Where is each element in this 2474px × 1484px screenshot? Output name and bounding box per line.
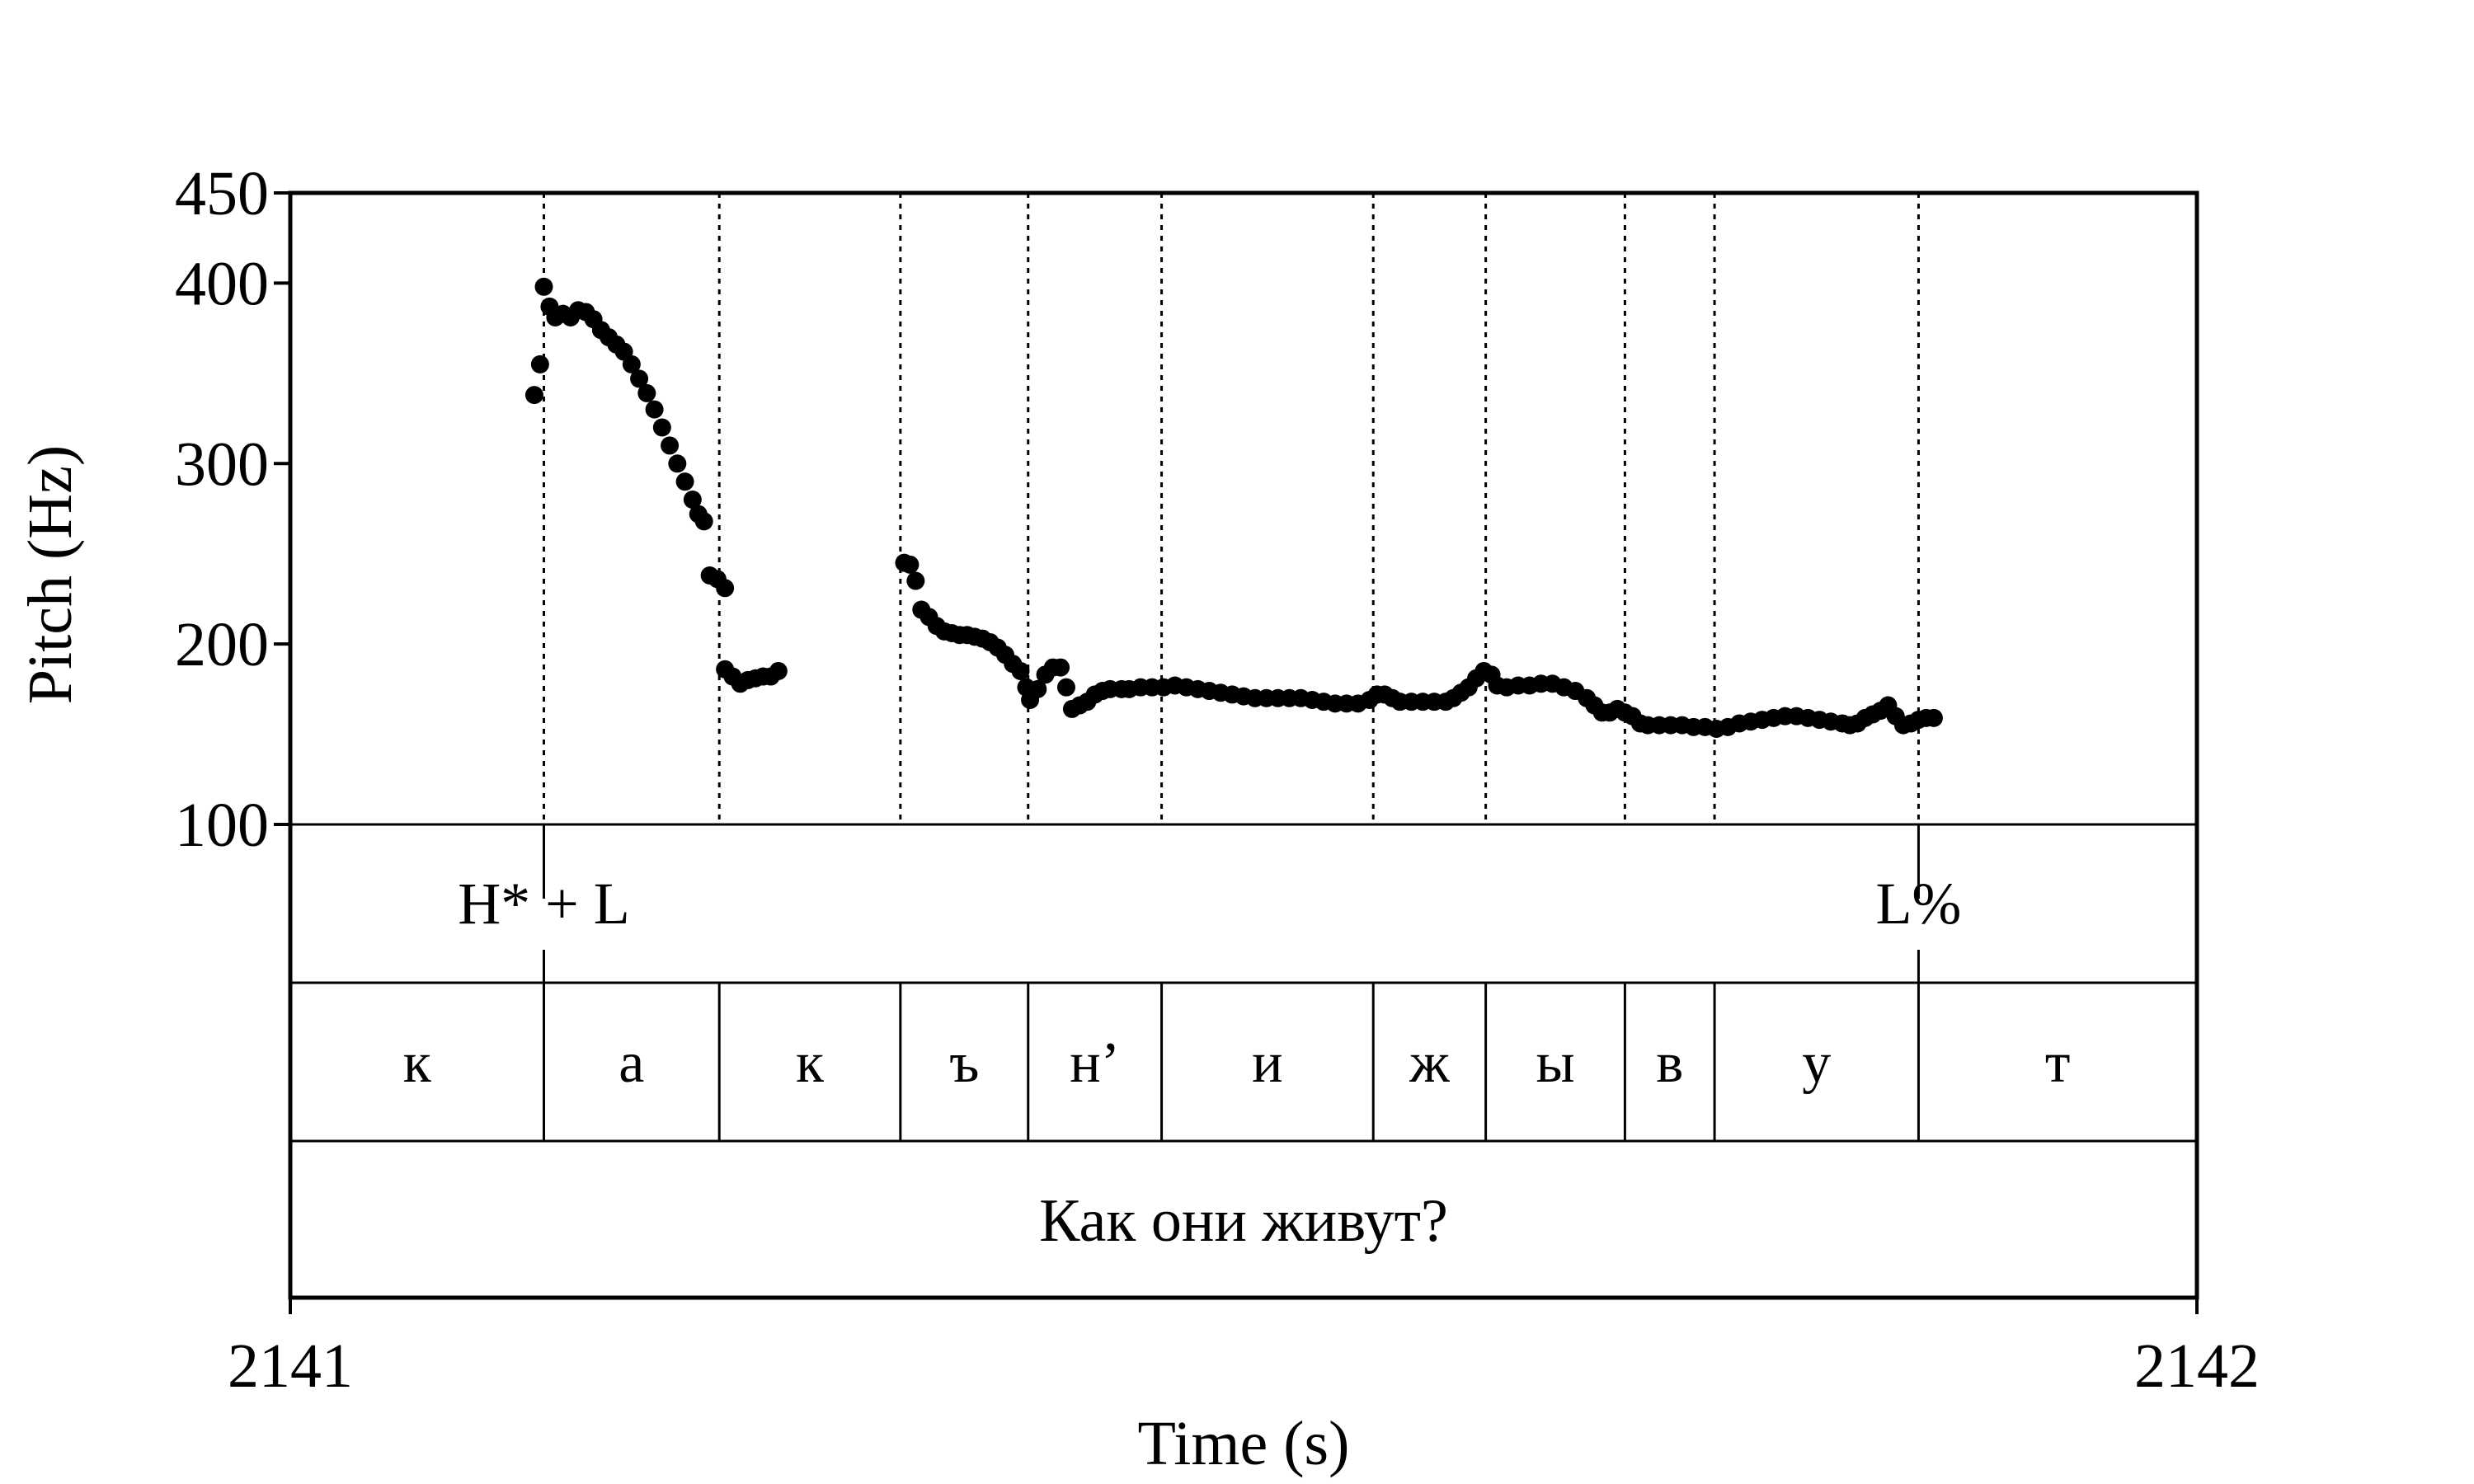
pitch-point [637, 383, 656, 402]
pitch-point [1028, 679, 1047, 698]
segment-label: т [2045, 1031, 2071, 1095]
pitch-point [675, 472, 694, 491]
pitch-point [769, 661, 788, 680]
x-tick-label: 2141 [228, 1331, 353, 1401]
pitch-point [630, 369, 649, 388]
pitch-point [1051, 658, 1070, 677]
segment-label: ы [1536, 1031, 1574, 1095]
pitch-points [524, 277, 1943, 739]
pitch-point [1011, 661, 1030, 680]
segment-label: а [618, 1031, 644, 1095]
pitch-point [716, 579, 735, 598]
y-tick-label: 200 [175, 610, 269, 679]
axis-labels: 100 200 300 400 450 2141 2142 Time (s) Pitch (Hz… [16, 159, 2260, 1478]
x-axis-title: Time (s) [1138, 1409, 1350, 1478]
segment-label: н’ [1070, 1031, 1120, 1095]
y-tick-label: 450 [175, 159, 269, 228]
y-tick-label: 100 [175, 791, 269, 860]
pitch-point [906, 571, 925, 590]
pitch-point [668, 454, 687, 473]
pitch-point [645, 400, 664, 419]
segment-label: в [1656, 1031, 1683, 1095]
sentence-label: Как они живут? [1039, 1187, 1448, 1255]
pitch-point [1924, 708, 1943, 727]
plot-frame [274, 190, 2199, 1314]
segment-label: ъ [949, 1031, 979, 1095]
pitch-point [652, 418, 671, 437]
y-tick-label: 300 [175, 430, 269, 499]
pitch-point [530, 355, 549, 373]
pitch-point [1056, 678, 1075, 697]
segment-label: к [403, 1031, 432, 1095]
segment-label: к [796, 1031, 825, 1095]
pitch-point [694, 512, 713, 531]
segment-label: и [1252, 1031, 1282, 1095]
pitch-point [901, 555, 920, 574]
tone-label: H* + L [458, 871, 630, 937]
y-tick-label: 400 [175, 249, 269, 318]
pitch-point [534, 277, 553, 296]
pitch-point [683, 491, 702, 510]
y-axis-title: Pitch (Hz) [16, 445, 85, 704]
outer-frame [288, 190, 2199, 1300]
tone-label: L% [1875, 871, 1961, 937]
x-tick-label: 2142 [2134, 1331, 2260, 1401]
pitch-point [524, 386, 543, 405]
annotation-tiers: H* + L L% к а к ъ н’ и ж ы в у т Как они живут? [403, 824, 2071, 1255]
pitch-point [622, 355, 641, 373]
pitch-point [661, 436, 680, 455]
segment-label: ж [1409, 1031, 1450, 1095]
segment-label: у [1802, 1031, 1831, 1095]
